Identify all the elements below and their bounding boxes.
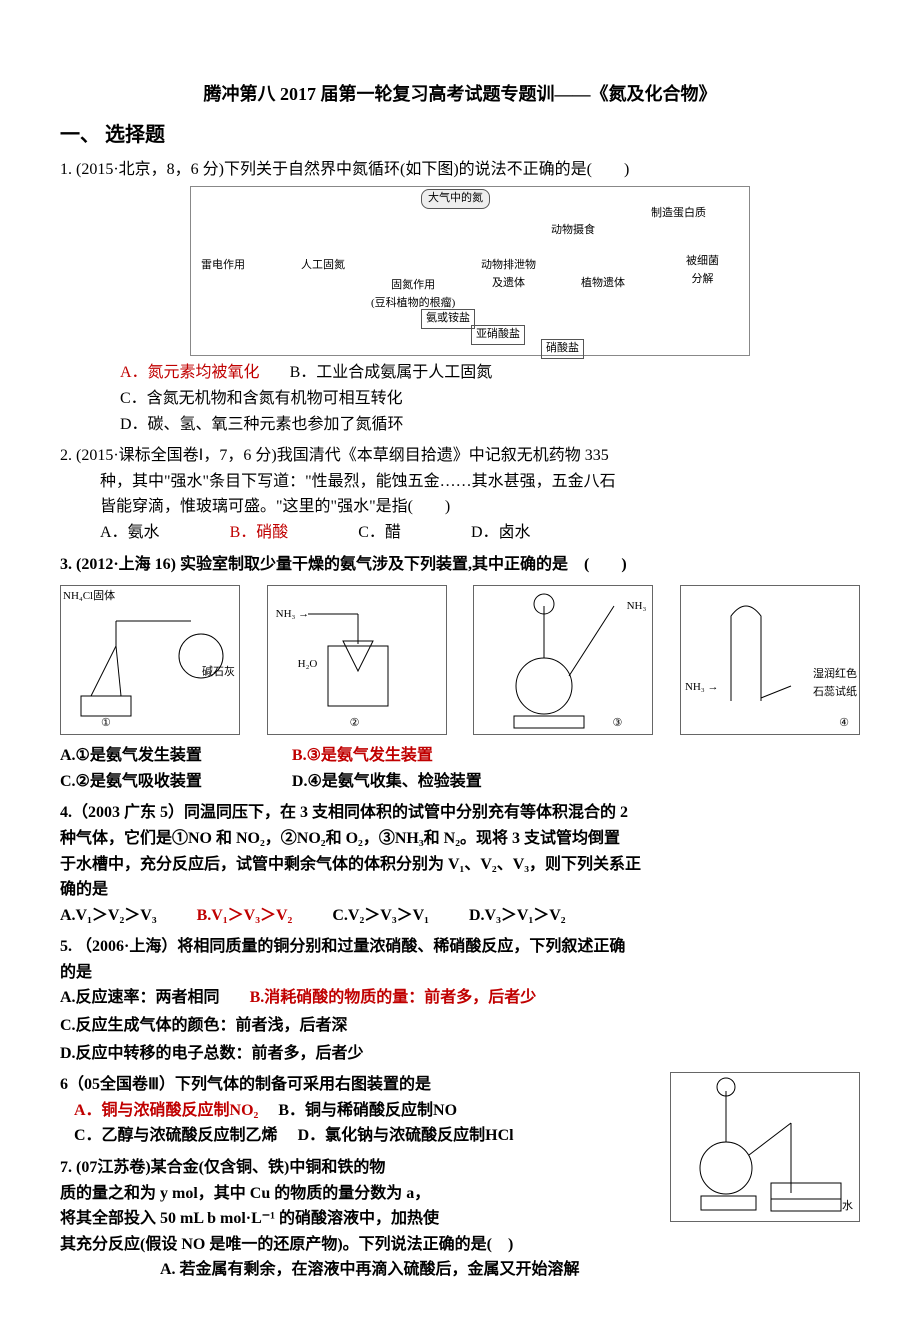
apparatus-q6-icon [671,1073,861,1223]
q7-stem-l4: 其充分反应(假设 NO 是唯一的还原产物)。下列说法正确的是( ) [60,1232,860,1258]
q5-stem-l1: 5. （2006·上海）将相同质量的铜分别和过量浓硝酸、稀硝酸反应，下列叙述正确 [60,934,860,960]
section-heading-1: 一、 选择题 [60,119,860,151]
q4-option-a: A.V₁＞V₂＞V₃ [60,903,157,929]
diagram-node-bacteria: 被细菌 分解 [686,253,719,288]
q5-option-a: A.反应速率：两者相同 [60,985,220,1011]
q4-option-d: D.V₃＞V₁＞V₂ [469,903,566,929]
q2-stem-l2: 种，其中"强水"条目下写道："性最烈，能蚀五金……其水甚强，五金八石 [60,469,860,495]
q7-option-a: A. 若金属有剩余，在溶液中再滴入硫酸后，金属又开始溶解 [60,1257,860,1283]
q3-panel-1: NH₄Cl固体 碱石灰 ① [60,585,240,735]
q4-stem-l1: 4.（2003 广东 5）同温同压下，在 3 支相同体积的试管中分别充有等体积混… [60,800,860,826]
q3-option-d: D.④是氨气收集、检验装置 [292,769,482,795]
q6-diagram-water-label: 水 [842,1198,853,1216]
q2-stem-l3: 皆能穿滴，惟玻璃可盛。"这里的"强水"是指( ) [60,494,860,520]
q2-option-a: A．氨水 [100,520,160,546]
q4-option-c: C.V₂＞V₃＞V₁ [332,903,429,929]
question-4: 4.（2003 广东 5）同温同压下，在 3 支相同体积的试管中分别充有等体积混… [60,800,860,928]
diagram-node-fixation: 人工固氮 [301,257,345,275]
diagram-node-box2: 亚硝酸盐 [471,325,525,345]
q1-option-c: C．含氮无机物和含氮有机物可相互转化 [60,386,860,412]
q1-option-d: D．碳、氢、氧三种元素也参加了氮循环 [60,412,860,438]
question-5: 5. （2006·上海）将相同质量的铜分别和过量浓硝酸、稀硝酸反应，下列叙述正确… [60,934,860,1066]
q6-option-c: C．乙醇与浓硫酸反应制乙烯 [74,1123,278,1149]
diagram-node-lightning: 雷电作用 [201,257,245,275]
q5-option-c: C.反应生成气体的颜色：前者浅，后者深 [60,1013,860,1039]
q5-stem-l2: 的是 [60,960,860,986]
q1-stem: 1. (2015·北京，8，6 分)下列关于自然界中氮循环(如下图)的说法不正确… [60,157,860,183]
q6-diagram: 水 [670,1072,860,1222]
apparatus-2-icon [268,586,448,736]
diagram-node-box3: 硝酸盐 [541,339,584,359]
diagram-node-protein: 制造蛋白质 [651,205,706,223]
q5-option-d: D.反应中转移的电子总数：前者多，后者少 [60,1041,860,1067]
q3-panel-3: NH₃ ③ [473,585,653,735]
diagram-node-top: 大气中的氮 [421,189,490,209]
question-1: 1. (2015·北京，8，6 分)下列关于自然界中氮循环(如下图)的说法不正确… [60,157,860,437]
q6-q7-block: 水 6（05全国卷Ⅲ）下列气体的制备可采用右图装置的是 A．铜与浓硝酸反应制NO… [60,1072,860,1289]
q3-panel-2: NH₃ → H₂O ② [267,585,447,735]
q2-option-b: B．硝酸 [230,520,289,546]
q3-option-a: A.①是氨气发生装置 [60,743,202,769]
q2-option-d: D．卤水 [471,520,531,546]
q3-panel-4: NH₃ → 湿润红色 石蕊试纸 ④ [680,585,860,735]
q5-option-b: B.消耗硝酸的物质的量：前者多，后者少 [250,985,537,1011]
q6-option-d: D．氯化钠与浓硫酸反应制HCl [298,1123,514,1149]
diagram-node-plantbody: 植物遗体 [581,275,625,293]
diagram-node-center: 固氮作用 (豆科植物的根瘤) [371,277,455,312]
question-2: 2. (2015·课标全国卷Ⅰ，7，6 分)我国清代《本草纲目拾遗》中记叙无机药… [60,443,860,545]
q1-diagram: 大气中的氮 雷电作用 人工固氮 固氮作用 (豆科植物的根瘤) 动物排泄物 及遗体… [190,186,750,356]
q2-stem-l1: 2. (2015·课标全国卷Ⅰ，7，6 分)我国清代《本草纲目拾遗》中记叙无机药… [60,443,860,469]
q6-option-a: A．铜与浓硝酸反应制NO₂ [74,1098,258,1124]
q6-option-b: B．铜与稀硝酸反应制NO [278,1098,457,1124]
apparatus-3-icon [474,586,654,736]
q4-stem-l4: 确的是 [60,877,860,903]
diagram-node-eat: 动物摄食 [551,222,595,240]
apparatus-4-icon [681,586,861,736]
q1-option-b: B．工业合成氨属于人工固氮 [290,360,493,386]
diagram-node-waste: 动物排泄物 及遗体 [481,257,536,292]
q4-stem-l2: 种气体，它们是①NO 和 NO₂，②NO₂和 O₂，③NH₃和 N₂。现将 3 … [60,826,860,852]
q4-option-b: B.V₁＞V₃＞V₂ [197,903,293,929]
q2-option-c: C．醋 [358,520,401,546]
q3-option-b: B.③是氨气发生装置 [292,743,433,769]
page-title: 腾冲第八 2017 届第一轮复习高考试题专题训——《氮及化合物》 [60,80,860,109]
q1-option-a: A．氮元素均被氧化 [120,360,260,386]
apparatus-1-icon [61,586,241,736]
q3-option-c: C.②是氨气吸收装置 [60,769,202,795]
question-3: 3. (2012·上海 16) 实验室制取少量干燥的氨气涉及下列装置,其中正确的… [60,552,860,795]
q3-diagram-row: NH₄Cl固体 碱石灰 ① NH₃ → H₂O ② [60,585,860,735]
q3-stem: 3. (2012·上海 16) 实验室制取少量干燥的氨气涉及下列装置,其中正确的… [60,552,860,578]
diagram-node-box1: 氨或铵盐 [421,309,475,329]
q4-stem-l3: 于水槽中，充分反应后，试管中剩余气体的体积分别为 V₁、V₂、V₃，则下列关系正 [60,852,860,878]
